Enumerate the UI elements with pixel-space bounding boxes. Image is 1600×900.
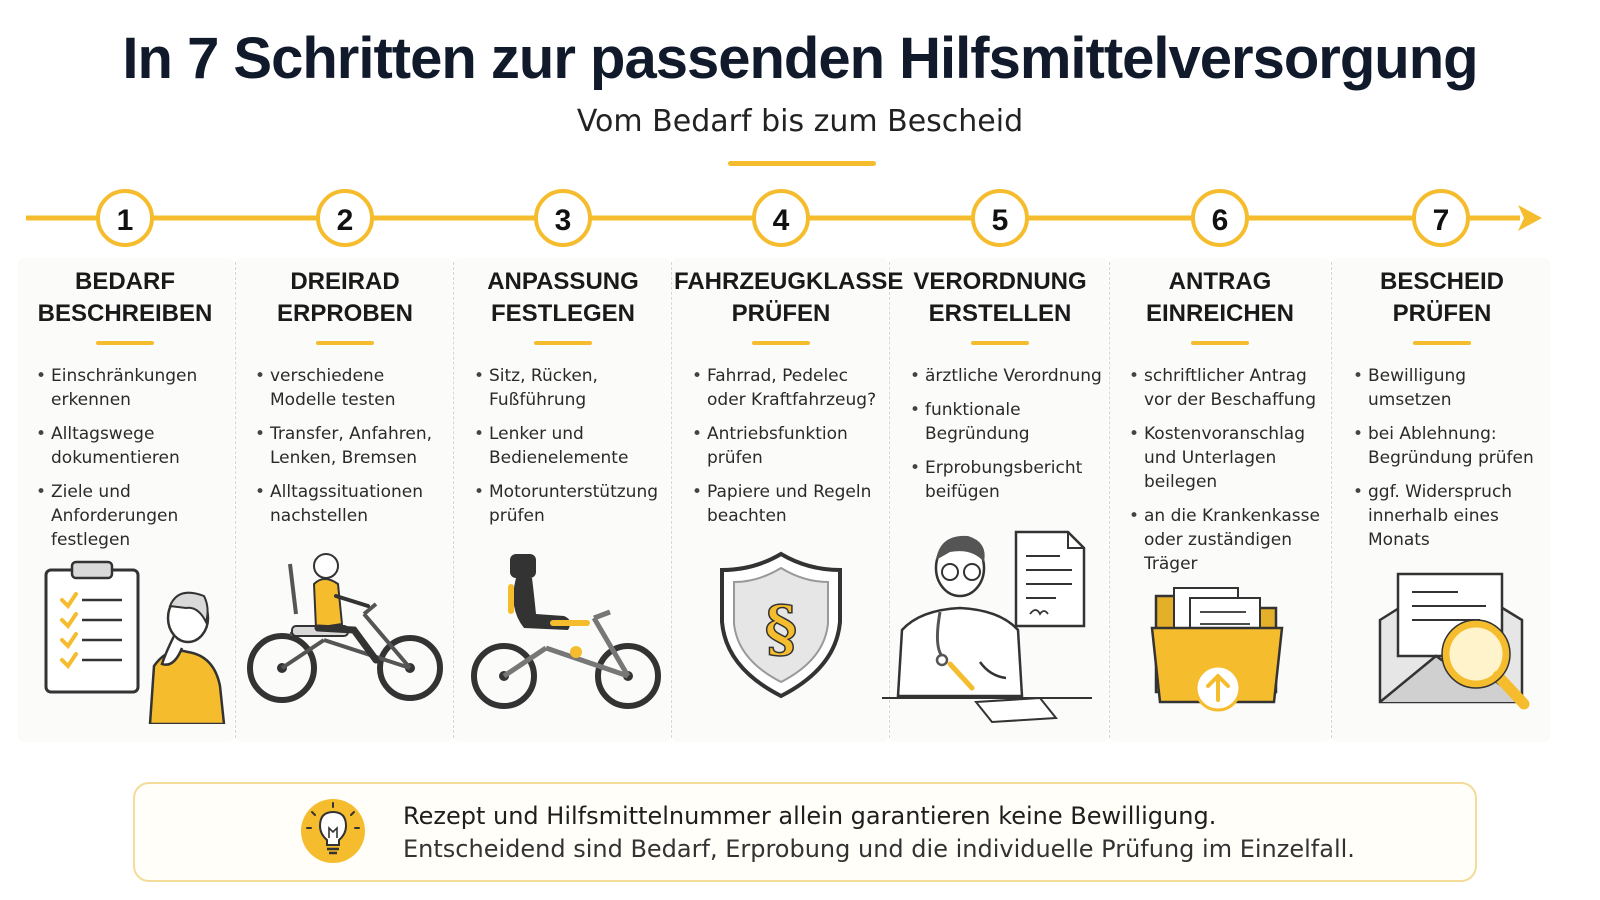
step-title-7: BESCHEID PRÜFEN (1379, 268, 1505, 327)
paragraph-shield-icon: § (720, 551, 842, 699)
step-marker-5: 5 (971, 189, 1029, 247)
hint-text-line-2: Entscheidend sind Bedarf, Erprobung und … (403, 835, 1355, 863)
list-item: Papiere und Regeln beachten (692, 480, 887, 528)
step-title-underline (96, 341, 154, 345)
step-bullets-4: Fahrrad, Pedelec oder Kraftfahrzeug? Ant… (692, 364, 887, 538)
step-title-6: ANTRAG EINREICHEN (1145, 268, 1295, 327)
list-item: Alltagssituationen nachstellen (255, 480, 450, 528)
clipboard-checklist-person-icon (44, 560, 226, 724)
folder-upload-icon (1150, 587, 1284, 712)
page-subtitle: Vom Bedarf bis zum Bescheid (576, 104, 1024, 139)
step-marker-6: 6 (1191, 189, 1249, 247)
list-item: ärztliche Verordnung (910, 364, 1105, 388)
list-item: Kostenvoranschlag und Unterlagen beilege… (1129, 422, 1327, 494)
list-item: schriftlicher Antrag vor der Beschaffung (1129, 364, 1327, 412)
step-title-underline (1191, 341, 1249, 345)
list-item: Erprobungsbericht beifügen (910, 456, 1105, 504)
step-title-2: DREIRAD ERPROBEN (276, 268, 414, 327)
list-item: Antriebsfunktion prüfen (692, 422, 887, 470)
list-item: Motorunterstützung prüfen (474, 480, 669, 528)
step-title-5: VERORDNUNG ERSTELLEN (913, 268, 1087, 327)
step-number: 4 (773, 204, 790, 237)
step-number: 1 (117, 204, 134, 237)
step-title-4: FAHRZEUGKLASSE PRÜFEN (674, 268, 904, 327)
card-divider (235, 262, 236, 738)
step-bullets-2: verschiedene Modelle testen Transfer, An… (255, 364, 450, 538)
step-title-underline (316, 341, 374, 345)
card-divider (671, 262, 672, 738)
step-bullets-7: Bewilligung umsetzen bei Ablehnung: Begr… (1353, 364, 1548, 562)
step-marker-4: 4 (752, 189, 810, 247)
adapted-tricycle-seat-icon (471, 554, 661, 709)
card-divider (1109, 262, 1110, 738)
list-item: Transfer, Anfahren, Lenken, Bremsen (255, 422, 450, 470)
step-title-underline (1413, 341, 1471, 345)
paragraph-glyph-icon: § (765, 592, 797, 665)
step-number: 7 (1433, 204, 1450, 237)
step-bullets-6: schriftlicher Antrag vor der Beschaffung… (1129, 364, 1327, 586)
list-item: Ziele und Anforderungen festlegen (36, 480, 226, 552)
list-item: Sitz, Rücken, Fußführung (474, 364, 669, 412)
step-bullets-3: Sitz, Rücken, Fußführung Lenker und Bedi… (474, 364, 669, 538)
step-marker-1: 1 (96, 189, 154, 247)
list-item: verschiedene Modelle testen (255, 364, 450, 412)
hint-text-line-1: Rezept und Hilfsmittelnummer allein gara… (403, 802, 1217, 830)
step-bullets-1: Einschränkungen erkennen Alltagswege dok… (36, 364, 226, 562)
list-item: Einschränkungen erkennen (36, 364, 226, 412)
step-number: 6 (1212, 204, 1229, 237)
step-marker-7: 7 (1412, 189, 1470, 247)
person-on-tricycle-icon (247, 553, 443, 703)
timeline-arrow-icon (1518, 205, 1542, 231)
list-item: bei Ablehnung: Begründung prüfen (1353, 422, 1548, 470)
card-divider (889, 262, 890, 738)
list-item: Fahrrad, Pedelec oder Kraftfahrzeug? (692, 364, 887, 412)
list-item: Lenker und Bedienelemente (474, 422, 669, 470)
step-number: 2 (337, 204, 354, 237)
list-item: ggf. Widerspruch innerhalb eines Monats (1353, 480, 1548, 552)
list-item: Bewilligung umsetzen (1353, 364, 1548, 412)
list-item: an die Krankenkasse oder zuständigen Trä… (1129, 504, 1327, 576)
step-marker-2: 2 (316, 189, 374, 247)
list-item: funktionale Begründung (910, 398, 1105, 446)
subtitle-underline (728, 161, 876, 166)
timeline: 1 2 3 4 5 6 7 (26, 189, 1542, 247)
card-divider (1331, 262, 1332, 738)
step-title-underline (971, 341, 1029, 345)
step-title-3: ANPASSUNG FESTLEGEN (487, 268, 639, 327)
step-number: 3 (555, 204, 572, 237)
step-title-underline (534, 341, 592, 345)
lightbulb-icon (301, 799, 365, 863)
card-divider (453, 262, 454, 738)
step-title-1: BEDARF BESCHREIBEN (37, 268, 213, 327)
step-number: 5 (992, 204, 1009, 237)
envelope-magnifier-icon (1378, 572, 1530, 710)
step-title-underline (752, 341, 810, 345)
step-marker-3: 3 (534, 189, 592, 247)
step-bullets-5: ärztliche Verordnung funktionale Begründ… (910, 364, 1105, 514)
page-title: In 7 Schritten zur passenden Hilfsmittel… (122, 26, 1478, 91)
list-item: Alltagswege dokumentieren (36, 422, 226, 470)
doctor-prescription-icon (882, 530, 1092, 724)
